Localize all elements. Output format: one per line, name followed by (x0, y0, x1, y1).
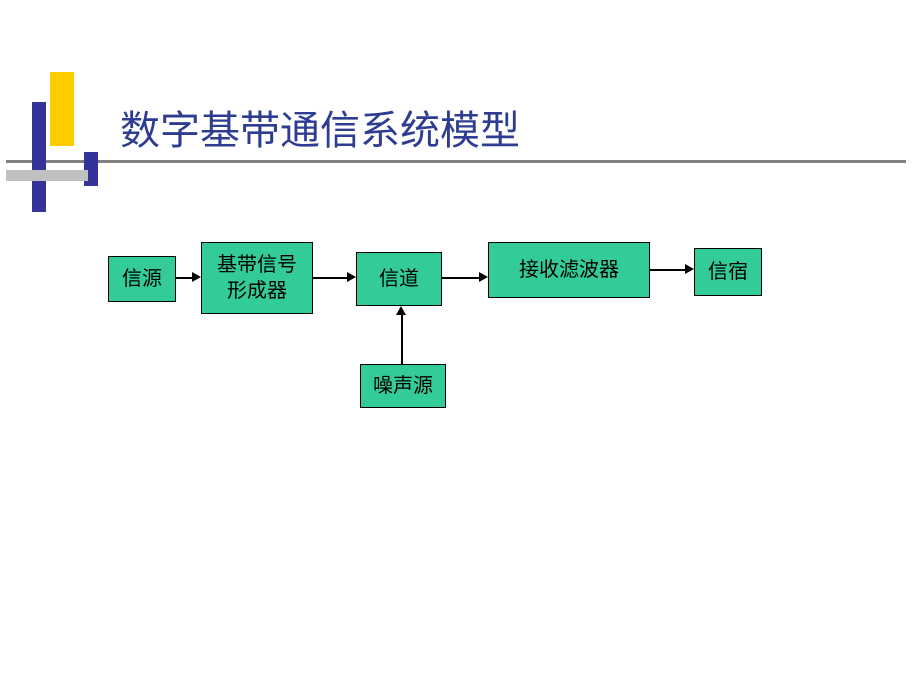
edge-arrowhead-noise-channel (396, 306, 406, 315)
node-noise: 噪声源 (360, 364, 446, 408)
node-shaper: 基带信号 形成器 (201, 242, 313, 314)
edge-line-noise-channel (401, 315, 403, 364)
edge-arrowhead-channel-receiver (479, 272, 488, 282)
node-receiver: 接收滤波器 (488, 242, 650, 298)
slide-title: 数字基带通信系统模型 (120, 98, 520, 156)
title-underline (6, 160, 906, 163)
deco-bar-1 (32, 102, 46, 212)
deco-bar-0 (50, 72, 74, 146)
edge-arrowhead-shaper-channel (347, 272, 356, 282)
node-sink: 信宿 (694, 248, 762, 296)
slide-title-container: 数字基带通信系统模型 (120, 98, 520, 156)
node-source: 信源 (108, 256, 176, 302)
edge-arrowhead-source-shaper (192, 272, 201, 282)
edge-line-source-shaper (176, 277, 192, 279)
edge-line-receiver-sink (650, 269, 685, 271)
edge-arrowhead-receiver-sink (685, 264, 694, 274)
edge-line-channel-receiver (442, 277, 479, 279)
node-channel: 信道 (356, 252, 442, 306)
edge-line-shaper-channel (313, 277, 347, 279)
deco-bar-3 (6, 170, 88, 181)
